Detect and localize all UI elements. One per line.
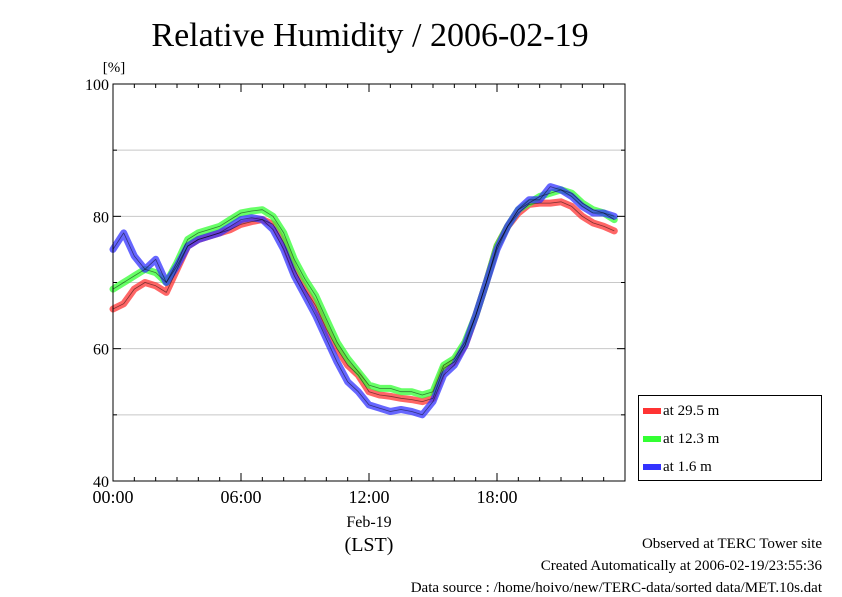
footer-source-line: Data source : /home/hoivo/new/TERC-data/… [410,580,822,596]
chart-title: Relative Humidity / 2006-02-19 [151,17,588,54]
series-line [112,186,615,416]
y-tick-label: 100 [85,77,109,94]
axis-ticks: 40 60 80 100 00:00 06:00 12:00 18:00 [85,77,626,507]
legend-label: at 29.5 m [663,402,720,419]
series-band [109,186,618,399]
x-tick-label: 12:00 [348,487,389,507]
x-axis-timezone-label: (LST) [345,534,394,556]
legend: at 29.5 m at 12.3 m at 1.6 m [638,395,822,481]
x-tick-label: 18:00 [476,487,517,507]
legend-item: at 1.6 m [639,457,712,477]
y-tick-label: 60 [93,342,109,359]
legend-swatch [645,438,659,440]
x-axis-date-label: Feb-19 [346,514,391,531]
grid-lines [113,149,625,416]
y-tick-label: 40 [93,474,109,491]
legend-item: at 12.3 m [639,429,719,449]
legend-item: at 29.5 m [639,401,719,421]
x-tick-label: 06:00 [220,487,261,507]
legend-label: at 1.6 m [663,458,712,475]
footer-observed-line: Observed at TERC Tower site [641,536,822,552]
series-line [112,189,615,396]
series-line [112,201,615,403]
legend-swatch [645,410,659,412]
legend-label: at 12.3 m [663,430,720,447]
x-tick-label: 00:00 [92,487,133,507]
footer-created-line: Created Automatically at 2006-02-19/23:5… [540,558,822,574]
series-lines [109,183,618,419]
legend-swatch [645,466,659,468]
y-tick-label: 80 [93,209,109,226]
y-axis-unit-label: [%] [103,60,126,76]
series-band [109,198,618,406]
